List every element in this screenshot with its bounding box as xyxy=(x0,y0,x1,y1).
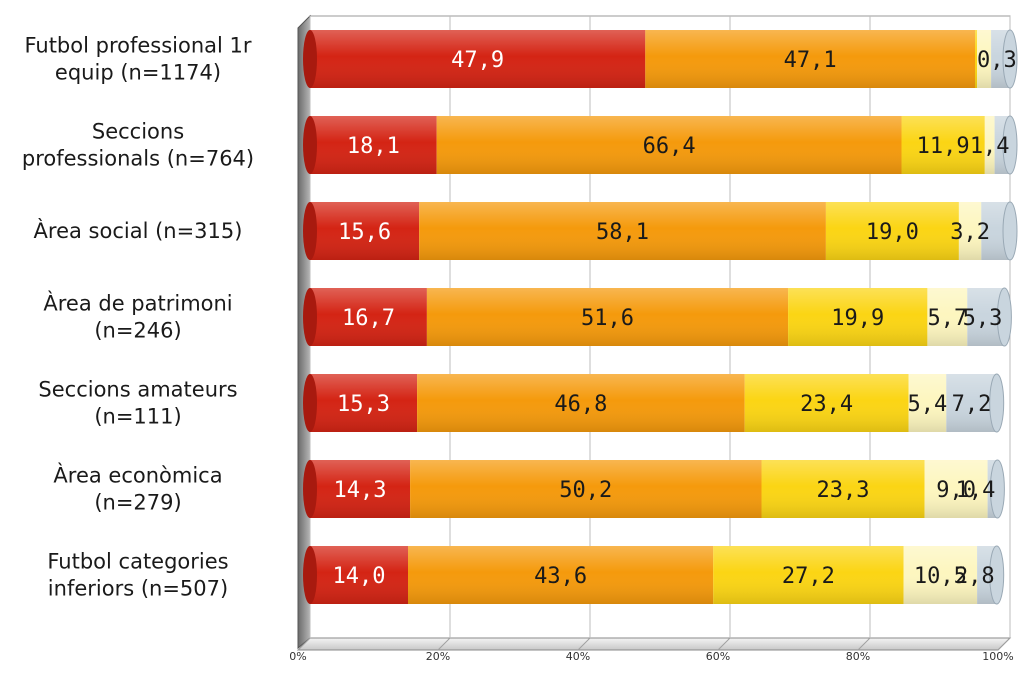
data-label: 14,3 xyxy=(334,478,387,503)
bar-right-cap xyxy=(1002,115,1018,175)
bar-segment-shade xyxy=(958,202,982,260)
data-label: 27,2 xyxy=(782,564,835,589)
plot-floor xyxy=(296,637,1012,651)
x-tick-label: 100% xyxy=(982,650,1013,663)
bar-segment-shade xyxy=(946,374,997,432)
bar-left-cap xyxy=(303,202,317,260)
data-label: 19,0 xyxy=(866,220,919,245)
bar-segment-shade xyxy=(310,30,646,88)
x-tick-label: 0% xyxy=(289,650,306,663)
data-label: 47,1 xyxy=(784,48,837,73)
data-label: 47,9 xyxy=(451,48,504,73)
data-label: 66,4 xyxy=(643,134,696,159)
data-label: 10,5 xyxy=(914,564,967,589)
data-label: 1,4 xyxy=(970,134,1010,159)
data-label: 16,7 xyxy=(342,306,395,331)
data-label: 15,6 xyxy=(338,220,391,245)
gridline-floor xyxy=(297,637,311,651)
bar-segment-shade xyxy=(761,460,925,518)
bar-segment-shade xyxy=(645,30,975,88)
bar-right-cap xyxy=(989,459,1005,519)
category-label: Futbol categories inferiors (n=507) xyxy=(47,550,228,601)
bar-segment-shade xyxy=(310,202,420,260)
bar-left-cap xyxy=(303,374,317,432)
data-label: 46,8 xyxy=(554,392,607,417)
gridline-floor xyxy=(577,637,591,651)
data-label: 9,0 xyxy=(936,478,976,503)
bar-segment-shade xyxy=(903,546,978,604)
gridline-floor xyxy=(997,637,1011,651)
bar-segment-shade xyxy=(713,546,904,604)
category-label: Seccions professionals (n=764) xyxy=(22,120,254,171)
category-label: Seccions amateurs (n=111) xyxy=(38,378,237,429)
category-label: Àrea de patrimoni (n=246) xyxy=(43,291,232,343)
bar-right-cap xyxy=(989,545,1005,605)
bar-right-cap xyxy=(1002,201,1018,261)
gridline-floor xyxy=(717,637,731,651)
bar-segment-shade xyxy=(908,374,947,432)
data-label: 50,2 xyxy=(559,478,612,503)
bar-segment-shade xyxy=(310,546,408,604)
data-label: 3,2 xyxy=(950,220,990,245)
bar-segment-shade xyxy=(310,288,427,346)
data-label: 11,9 xyxy=(917,134,970,159)
bar-segment-shade xyxy=(977,30,992,88)
data-label: 5,7 xyxy=(927,306,967,331)
gridline-floor xyxy=(857,637,871,651)
data-label: 7,2 xyxy=(952,392,992,417)
bar-segment-shade xyxy=(310,116,437,174)
bar-segment-shade xyxy=(408,546,714,604)
data-label: 2,8 xyxy=(955,564,995,589)
category-label: Àrea econòmica (n=279) xyxy=(53,463,222,515)
data-label: 19,9 xyxy=(831,306,884,331)
x-tick-label: 60% xyxy=(706,650,730,663)
data-label: 18,1 xyxy=(347,134,400,159)
bar-left-cap xyxy=(303,460,317,518)
x-tick-label: 40% xyxy=(566,650,590,663)
bar-segment-shade xyxy=(901,116,985,174)
bar-segment-shade xyxy=(788,288,928,346)
data-label: 14,0 xyxy=(333,564,386,589)
data-label: 23,4 xyxy=(800,392,853,417)
data-label: 43,6 xyxy=(534,564,587,589)
bar-segment-shade xyxy=(310,460,411,518)
bar-segment-shade xyxy=(744,374,909,432)
bar-left-cap xyxy=(303,116,317,174)
bar-segment-shade xyxy=(984,116,995,174)
category-label: Àrea social (n=315) xyxy=(34,218,243,243)
data-label: 51,6 xyxy=(581,306,634,331)
gridline-floor xyxy=(437,637,451,651)
bar-segment-shade xyxy=(825,202,959,260)
bar-segment-shade xyxy=(419,202,826,260)
data-label: 23,3 xyxy=(817,478,870,503)
bar-right-cap xyxy=(989,373,1005,433)
data-label: 58,1 xyxy=(596,220,649,245)
bar-segment-shade xyxy=(417,374,745,432)
data-label: 1,4 xyxy=(956,478,996,503)
bar-segment-shade xyxy=(410,460,762,518)
data-label: 0,3 xyxy=(977,48,1017,73)
data-label: 5,3 xyxy=(963,306,1003,331)
bar-segment-shade xyxy=(927,288,968,346)
bar-left-cap xyxy=(303,30,317,88)
bar-right-cap xyxy=(1002,29,1018,89)
bar-segment-shade xyxy=(924,460,988,518)
bar-segment-shade xyxy=(426,288,789,346)
bar-right-cap xyxy=(996,287,1012,347)
bar-segment-shade xyxy=(975,30,978,88)
x-tick-label: 80% xyxy=(846,650,870,663)
bar-left-cap xyxy=(303,546,317,604)
bar-segment-shade xyxy=(310,374,418,432)
category-label: Futbol professional 1r equip (n=1174) xyxy=(24,34,251,85)
data-label: 15,3 xyxy=(337,392,390,417)
data-label: 5,4 xyxy=(908,392,948,417)
bar-left-cap xyxy=(303,288,317,346)
x-tick-label: 20% xyxy=(426,650,450,663)
bar-segment-shade xyxy=(436,116,902,174)
